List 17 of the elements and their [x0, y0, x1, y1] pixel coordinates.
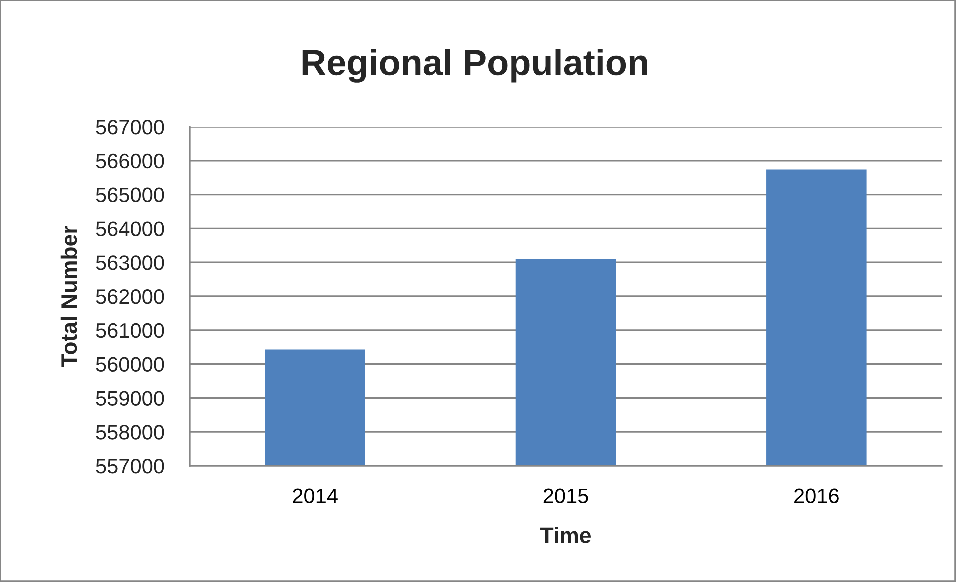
y-tick-label: 561000: [96, 323, 164, 338]
y-tick-label: 565000: [96, 188, 164, 203]
y-tick-label: 567000: [96, 120, 164, 135]
y-tick-label: 564000: [96, 222, 164, 236]
x-tick-label: 2016: [794, 488, 839, 504]
y-tick-label: 558000: [96, 425, 164, 440]
y-tick-label: 557000: [96, 459, 164, 474]
y-tick-label: 559000: [96, 391, 164, 406]
x-tick-label: 2015: [544, 488, 588, 504]
y-tick-label: 566000: [96, 154, 164, 169]
x-tick-label: 2014: [293, 488, 338, 504]
y-tick-label: 563000: [96, 256, 164, 270]
y-tick-label: 560000: [96, 357, 164, 372]
chart-title: Regional Population: [302, 49, 648, 83]
x-axis-title: Time: [540, 527, 591, 544]
y-tick-label: 562000: [96, 290, 164, 304]
y-axis-title: Total Number: [60, 226, 78, 368]
